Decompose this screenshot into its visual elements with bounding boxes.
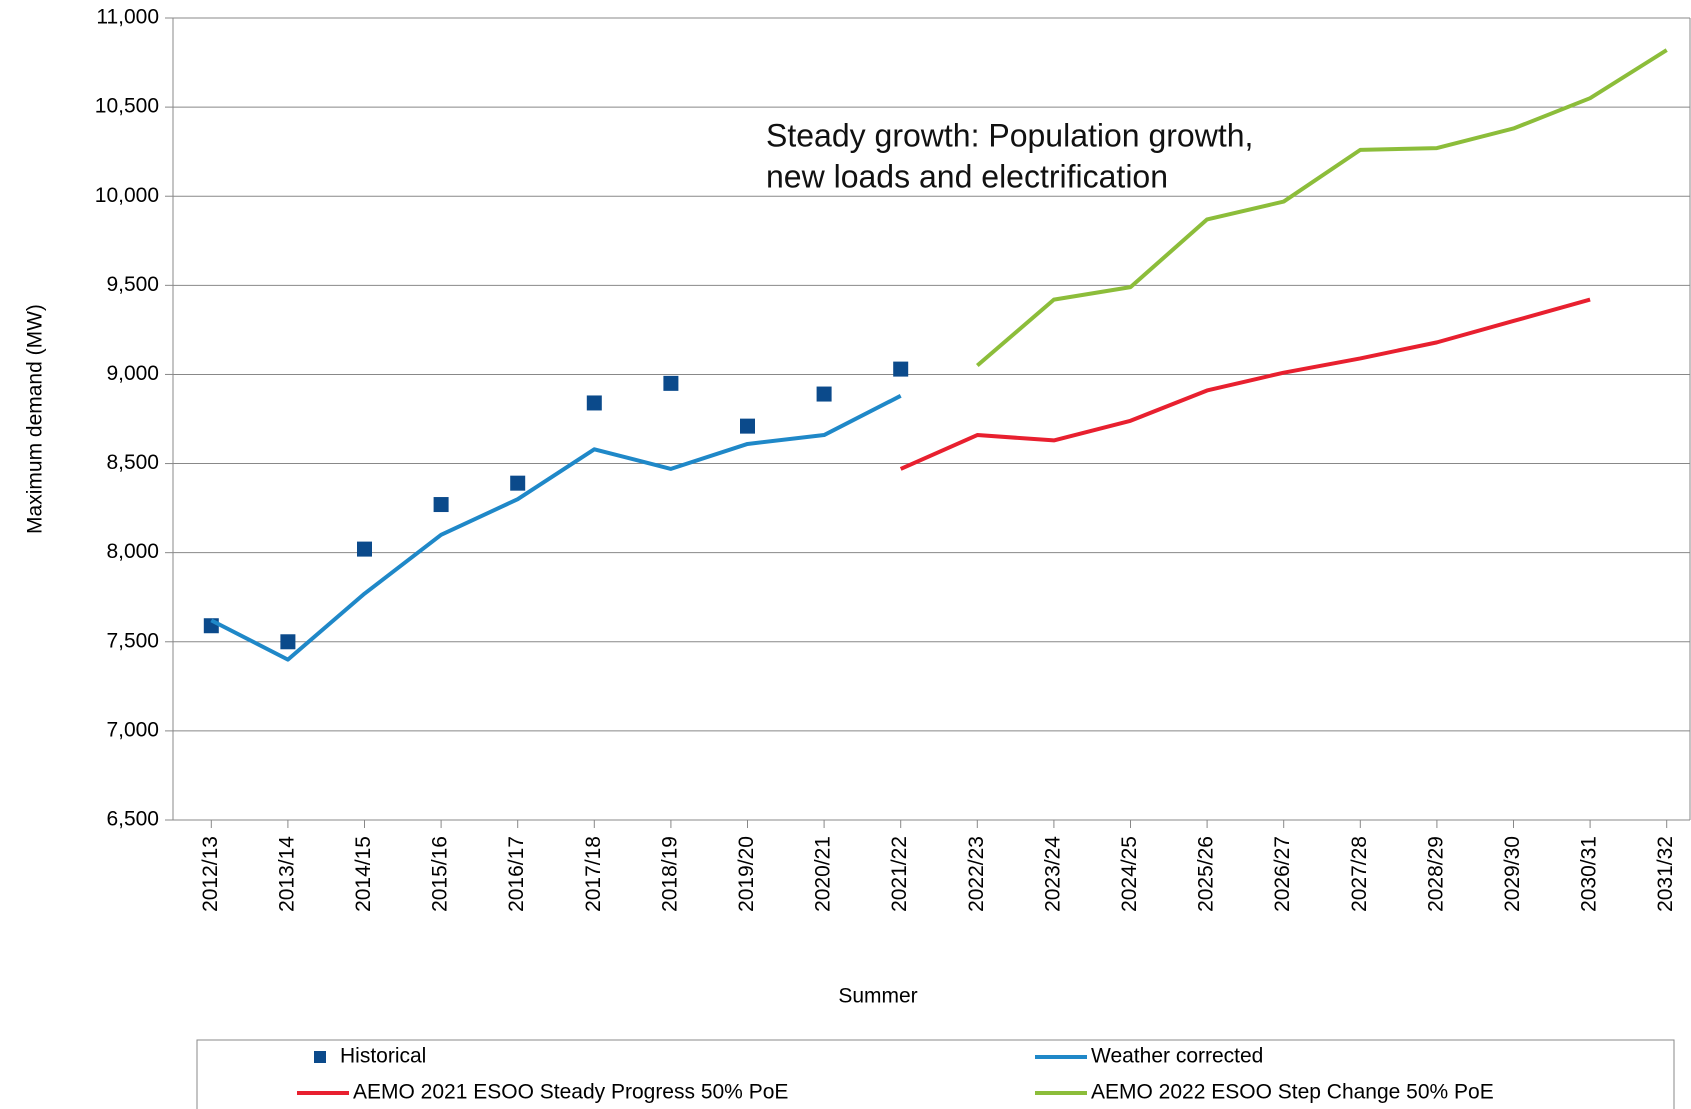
series-line <box>210 394 902 662</box>
x-tick-label: 2019/20 <box>735 836 758 912</box>
x-tick-label: 2023/24 <box>1041 836 1064 912</box>
x-tick-label: 2029/30 <box>1501 836 1524 912</box>
x-tick-label: 2017/18 <box>582 836 605 912</box>
legend-label: Weather corrected <box>1091 1045 1263 1068</box>
legend-label: AEMO 2022 ESOO Step Change 50% PoE <box>1091 1081 1494 1104</box>
data-point <box>816 386 832 402</box>
y-tick-label: 6,500 <box>106 808 159 831</box>
legend-label: AEMO 2021 ESOO Steady Progress 50% PoE <box>353 1081 788 1104</box>
data-point <box>586 395 602 411</box>
x-tick-label: 2014/15 <box>352 836 375 912</box>
data-point <box>663 375 679 391</box>
x-tick-label: 2030/31 <box>1578 836 1601 912</box>
x-tick-label: 2025/26 <box>1195 836 1218 912</box>
y-tick-label: 7,000 <box>106 718 159 741</box>
data-point <box>357 541 372 557</box>
legend-box <box>196 1039 1675 1109</box>
y-tick-label: 10,000 <box>95 184 159 207</box>
y-tick-label: 9,000 <box>106 362 159 385</box>
x-tick-label: 2018/19 <box>658 836 681 912</box>
x-tick-label: 2024/25 <box>1118 836 1141 912</box>
x-tick-label: 2016/17 <box>505 836 528 912</box>
series-line <box>975 48 1668 368</box>
x-axis-title: Summer <box>838 985 917 1008</box>
y-axis-title: Maximum demand (MW) <box>24 304 47 534</box>
data-point <box>433 497 449 513</box>
data-point <box>280 634 296 650</box>
y-tick-label: 9,500 <box>106 273 159 296</box>
x-tick-label: 2012/13 <box>199 836 222 912</box>
x-tick-label: 2031/32 <box>1654 836 1677 912</box>
data-point <box>510 475 526 491</box>
legend-label: Historical <box>340 1045 426 1068</box>
x-tick-label: 2027/28 <box>1348 836 1371 912</box>
x-tick-label: 2028/29 <box>1424 836 1447 912</box>
x-tick-label: 2020/21 <box>812 836 835 912</box>
series-line <box>899 297 1591 471</box>
x-tick-label: 2013/14 <box>275 836 298 912</box>
x-tick-label: 2022/23 <box>965 836 988 912</box>
y-tick-label: 11,000 <box>96 6 159 29</box>
x-tick-label: 2026/27 <box>1271 836 1294 912</box>
legend-marker <box>314 1051 326 1063</box>
x-tick-label: 2021/22 <box>888 836 911 912</box>
y-tick-label: 7,500 <box>106 629 159 652</box>
y-tick-label: 8,000 <box>106 540 159 563</box>
x-tick-label: 2015/16 <box>429 836 452 912</box>
annotation: new loads and electrification <box>766 158 1168 194</box>
data-point <box>893 361 909 377</box>
annotation: Steady growth: Population growth, <box>766 117 1253 153</box>
y-tick-label: 10,500 <box>95 95 159 118</box>
y-tick-label: 8,500 <box>106 451 159 474</box>
data-point <box>740 418 755 434</box>
